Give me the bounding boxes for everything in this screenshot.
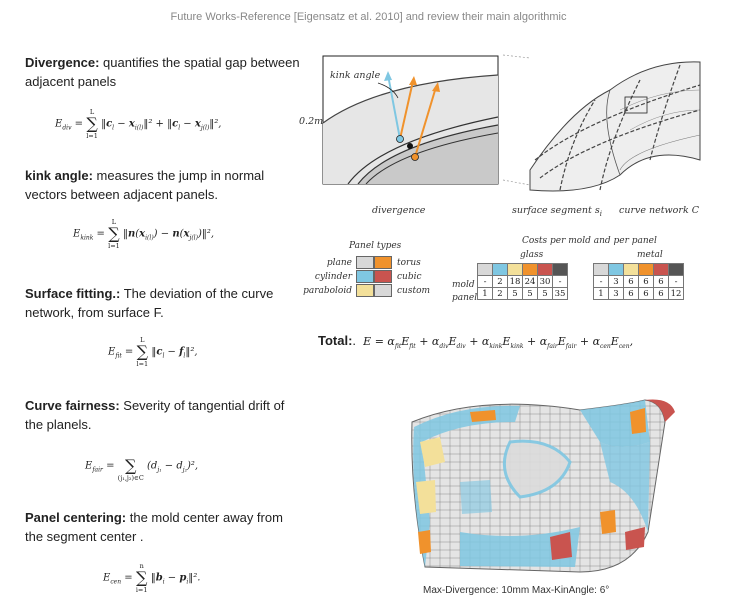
swatch-torus [374,256,392,270]
surface-segment-label: surface segment si [512,205,602,218]
equation-divergence: Ediv = L ∑ l=1 ‖cl − xi(l)‖² + ‖cl − xj(l)… [55,108,222,140]
panel-types-swatches [356,256,392,298]
panel-type-cubic: cubic [397,272,422,282]
equation-fit: Efit = L ∑ l=1 ‖cl − fl‖², [108,336,198,368]
costs-row-labels: mold panel [452,279,477,305]
total-suffix: . [352,333,357,348]
term-desc: the mold center away from the segment ce… [25,510,283,544]
term-desc: The deviation of the curve network, from… [25,286,274,320]
panel-type-custom: custom [397,286,431,296]
panel-type-cylinder: cylinder [314,272,352,282]
term-desc: measures the jump in normal vectors betw… [25,168,265,202]
kink-angle-label: kink angle [330,70,381,81]
total-equation: Total:. E = αfitEfit + αdivEdiv + αkinkE… [318,333,634,351]
equation-fair: Efair = ∑ (j₁,j₂)∈C (dj₁ − dj₂)², [85,456,199,483]
term-surface-fitting: Surface fitting.: The deviation of the c… [25,284,300,322]
term-name: Curve fairness: [25,398,120,413]
panel-types-left-labels: plane cylinder paraboloid [300,256,352,298]
metal-panel-row: 1 3 6 6 6 12 [593,287,684,300]
term-divergence: Divergence: quantifies the spatial gap b… [25,53,300,91]
divergence-diagram [322,55,499,185]
equation-cen: Ecen = n ∑ i=1 ‖bi − pi‖². [103,562,201,594]
swatch-custom [374,284,392,298]
swatch-plane [356,256,374,270]
term-name: Panel centering: [25,510,127,525]
term-desc: quantifies the spatial gap between adjac… [25,55,300,89]
panel-type-paraboloid: paraboloid [303,286,352,296]
total-label: Total: [318,333,353,348]
swatch-cylinder [356,270,374,284]
term-name: Surface fitting.: [25,286,121,301]
result-caption: Max-Divergence: 10mm Max-KinAngle: 6° [423,585,610,596]
equation-kink: Ekink = L ∑ l=1 ‖n(xi(l)) − n(xj(l))‖², [73,218,215,250]
scale-label: 0.2m [299,116,324,127]
panel-type-torus: torus [397,258,421,268]
curve-network-label: curve network C [619,205,699,216]
glass-color-row [477,263,568,276]
glass-panel-row: 1 2 5 5 5 35 [477,287,568,300]
swatch-paraboloid [356,284,374,298]
term-name: kink angle: [25,168,93,183]
panel-type-plane: plane [326,258,352,268]
term-name: Divergence: [25,55,100,70]
row-label-panel: panel [452,293,478,303]
glass-mold-row: -2 18 24 30- [477,275,568,288]
term-curve-fairness: Curve fairness: Severity of tangential d… [25,396,300,434]
paneled-surface-render [411,399,675,573]
surface-mesh-figure [502,54,701,192]
term-kink-angle: kink angle: measures the jump in normal … [25,166,300,204]
slide-title: Future Works-Reference [Eigensatz et al.… [170,11,567,23]
panel-types-title: Panel types [349,241,402,251]
swatch-cubic [374,270,392,284]
term-desc: Severity of tangential drift of the plan… [25,398,285,432]
row-label-mold: mold [452,280,475,290]
metal-color-row [593,263,684,276]
term-panel-centering: Panel centering: the mold center away fr… [25,508,300,546]
divergence-label: divergence [372,205,426,216]
costs-title: Costs per mold and per panel [522,236,657,246]
metal-label: metal [637,250,663,260]
panel-types-right-labels: torus cubic custom [397,256,430,298]
glass-label: glass [520,250,544,260]
glass-costs-table: -2 18 24 30- 1 2 5 5 5 35 [477,263,568,300]
